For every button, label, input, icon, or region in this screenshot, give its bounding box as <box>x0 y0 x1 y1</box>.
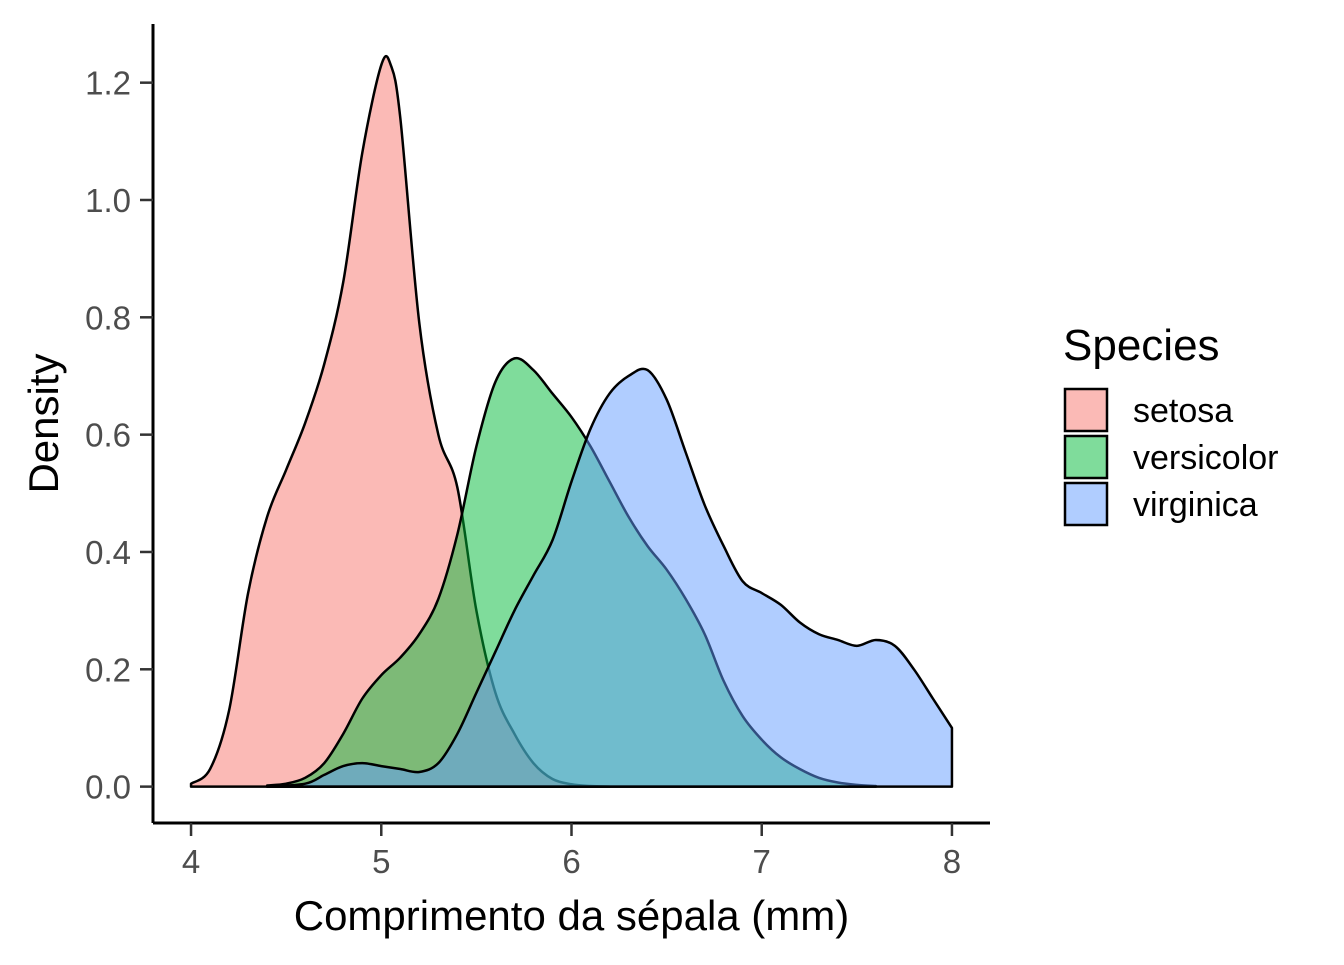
density-area-virginica <box>265 367 954 788</box>
y-tick-label: 0.0 <box>85 769 131 806</box>
legend-title: Species <box>1063 321 1220 370</box>
legend-key-setosa <box>1063 387 1109 433</box>
x-tick-label: 7 <box>753 843 771 880</box>
legend-items: setosa versicolor virginica <box>1063 387 1278 527</box>
x-tick-label: 6 <box>562 843 580 880</box>
y-tick-label: 0.6 <box>85 417 131 454</box>
x-axis-ticks: 4 5 6 7 8 <box>182 823 961 880</box>
legend-key-virginica <box>1063 481 1109 527</box>
y-tick-label: 0.4 <box>85 534 131 571</box>
legend-label-virginica: virginica <box>1133 486 1258 524</box>
y-tick-label: 1.2 <box>85 65 131 102</box>
x-tick-label: 8 <box>943 843 961 880</box>
legend: Species setosa versicolor virginica <box>1063 321 1278 527</box>
legend-label-versicolor: versicolor <box>1133 439 1278 477</box>
y-tick-label: 0.2 <box>85 651 131 688</box>
x-tick-label: 4 <box>182 843 200 880</box>
y-tick-label: 1.0 <box>85 182 131 219</box>
y-axis-ticks: 0.0 0.2 0.4 0.6 0.8 1.0 1.2 <box>85 65 153 806</box>
density-areas <box>189 55 954 788</box>
legend-label-setosa: setosa <box>1133 392 1233 430</box>
x-axis-label: Comprimento da sépala (mm) <box>294 892 850 939</box>
y-axis-label: Density <box>20 353 67 493</box>
legend-key-versicolor <box>1063 434 1109 480</box>
axes: 4 5 6 7 8 0.0 0.2 0.4 0.6 0.8 1.0 1.2 <box>85 24 990 880</box>
x-tick-label: 5 <box>372 843 390 880</box>
y-tick-label: 0.8 <box>85 299 131 336</box>
